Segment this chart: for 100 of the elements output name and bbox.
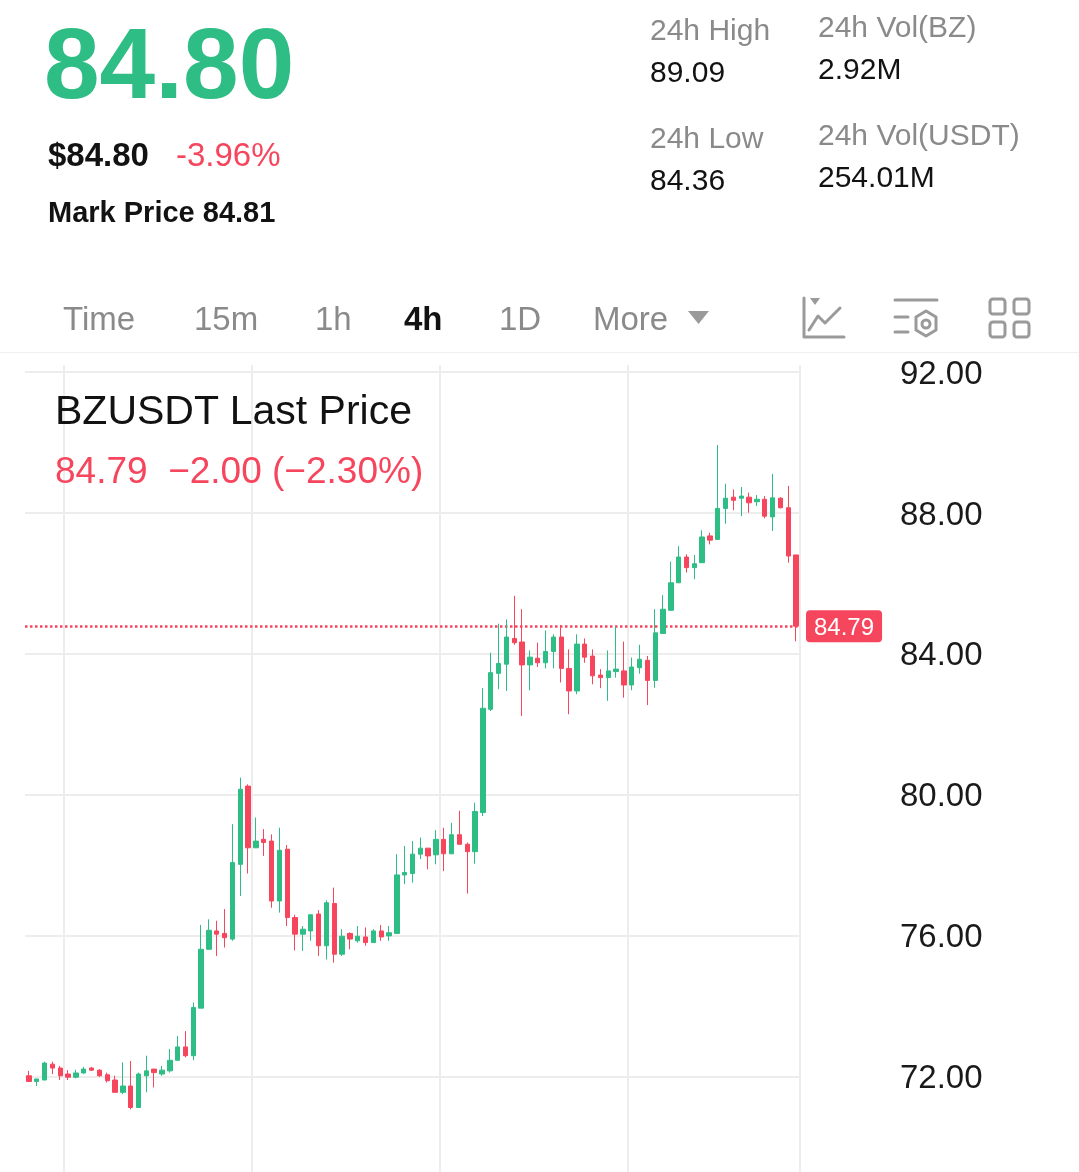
candlestick — [715, 444, 720, 540]
candlestick — [472, 802, 478, 865]
candlestick — [402, 845, 407, 885]
candlestick — [770, 473, 775, 532]
candlestick — [81, 1066, 86, 1075]
candlestick — [112, 1075, 118, 1093]
text: 2.92M — [818, 52, 902, 87]
y-tick-label: 72.00 — [900, 1058, 983, 1096]
candlestick — [410, 840, 415, 884]
candlestick — [480, 687, 486, 817]
candlestick — [606, 649, 611, 702]
text: 24h Vol(USDT) — [818, 118, 1020, 153]
candlestick — [363, 926, 368, 947]
candlestick — [653, 608, 658, 689]
candlestick — [465, 842, 470, 895]
text: 1D — [499, 300, 542, 338]
candlestick — [543, 629, 548, 669]
candlestick — [136, 1072, 141, 1109]
candlestick — [778, 496, 783, 509]
candlestick — [418, 837, 423, 860]
candlestick — [285, 844, 290, 927]
candlestick — [65, 1069, 71, 1081]
candlestick — [120, 1061, 126, 1095]
text: Mark Price 84.81 — [48, 196, 276, 230]
y-tick-label: 80.00 — [900, 776, 983, 814]
candlestick — [527, 649, 533, 691]
candlestick — [89, 1066, 94, 1072]
candlestick — [598, 668, 603, 689]
candlestick — [629, 656, 634, 691]
candlestick — [386, 925, 392, 942]
candlestick — [183, 1030, 188, 1058]
text: 84.79 −2.00 (−2.30%) — [55, 450, 424, 491]
candlestick — [379, 924, 384, 942]
candlestick — [167, 1048, 173, 1074]
candlestick — [684, 553, 689, 574]
candlestick — [496, 623, 501, 690]
text: 89.09 — [650, 55, 726, 90]
candlestick — [582, 637, 587, 664]
candlestick — [449, 822, 454, 855]
candlestick — [731, 488, 736, 511]
candlestick — [457, 810, 462, 845]
text: 24h High — [650, 13, 771, 48]
candlestick — [394, 853, 400, 934]
candlestick — [425, 847, 431, 870]
text: 1h — [315, 300, 352, 338]
candlestick — [42, 1061, 47, 1081]
y-tick-label: 88.00 — [900, 494, 983, 532]
candlestick — [590, 648, 595, 685]
candlestick — [339, 928, 345, 957]
candlestick — [551, 633, 556, 669]
y-tick-label: 76.00 — [900, 917, 983, 955]
y-tick-label: 92.00 — [900, 353, 983, 391]
text: 84.80 — [44, 6, 295, 121]
candlestick — [441, 827, 446, 872]
candlestick — [253, 816, 259, 849]
candlestick — [488, 652, 493, 712]
candlestick — [621, 641, 627, 699]
candlestick — [535, 642, 540, 668]
text: More — [593, 300, 669, 338]
y-tick-label: 84.00 — [900, 635, 983, 673]
candlestick — [660, 594, 666, 635]
candlestick — [261, 828, 266, 857]
candlestick — [433, 829, 439, 865]
candlestick — [144, 1055, 149, 1093]
text: -3.96% — [176, 136, 281, 174]
candlestick — [238, 777, 243, 897]
candlestick — [324, 899, 329, 960]
candlestick — [128, 1060, 133, 1110]
candlestick — [613, 625, 619, 679]
candlestick — [645, 655, 650, 706]
candlestick — [566, 648, 572, 715]
candlestick — [26, 1070, 32, 1083]
candlestick — [739, 486, 744, 517]
candlestick — [159, 1065, 165, 1077]
candlestick — [198, 924, 204, 1009]
candlestick — [292, 914, 298, 951]
text: 254.01M — [818, 160, 935, 195]
candlestick — [754, 494, 760, 507]
candlestick — [762, 495, 767, 519]
candlestick — [269, 833, 274, 909]
candlestick — [786, 485, 791, 564]
candlestick — [668, 561, 674, 611]
text: BZUSDT Last Price — [55, 386, 412, 433]
text: 24h Vol(BZ) — [818, 10, 977, 45]
text: Time — [63, 300, 136, 338]
text: $84.80 — [48, 136, 149, 174]
text: 15m — [194, 300, 259, 338]
candlestick — [707, 532, 713, 545]
text: 4h — [404, 300, 443, 338]
candlestick — [347, 931, 353, 950]
candlestick — [151, 1068, 157, 1088]
candlestick — [175, 1035, 180, 1061]
candlestick — [637, 644, 642, 675]
candlestick — [692, 554, 697, 580]
candlestick — [308, 914, 313, 942]
candlestick — [300, 925, 306, 952]
text: 24h Low — [650, 121, 764, 156]
candlestick — [34, 1078, 39, 1087]
text: 84.36 — [650, 163, 726, 198]
candlestick — [676, 545, 681, 584]
